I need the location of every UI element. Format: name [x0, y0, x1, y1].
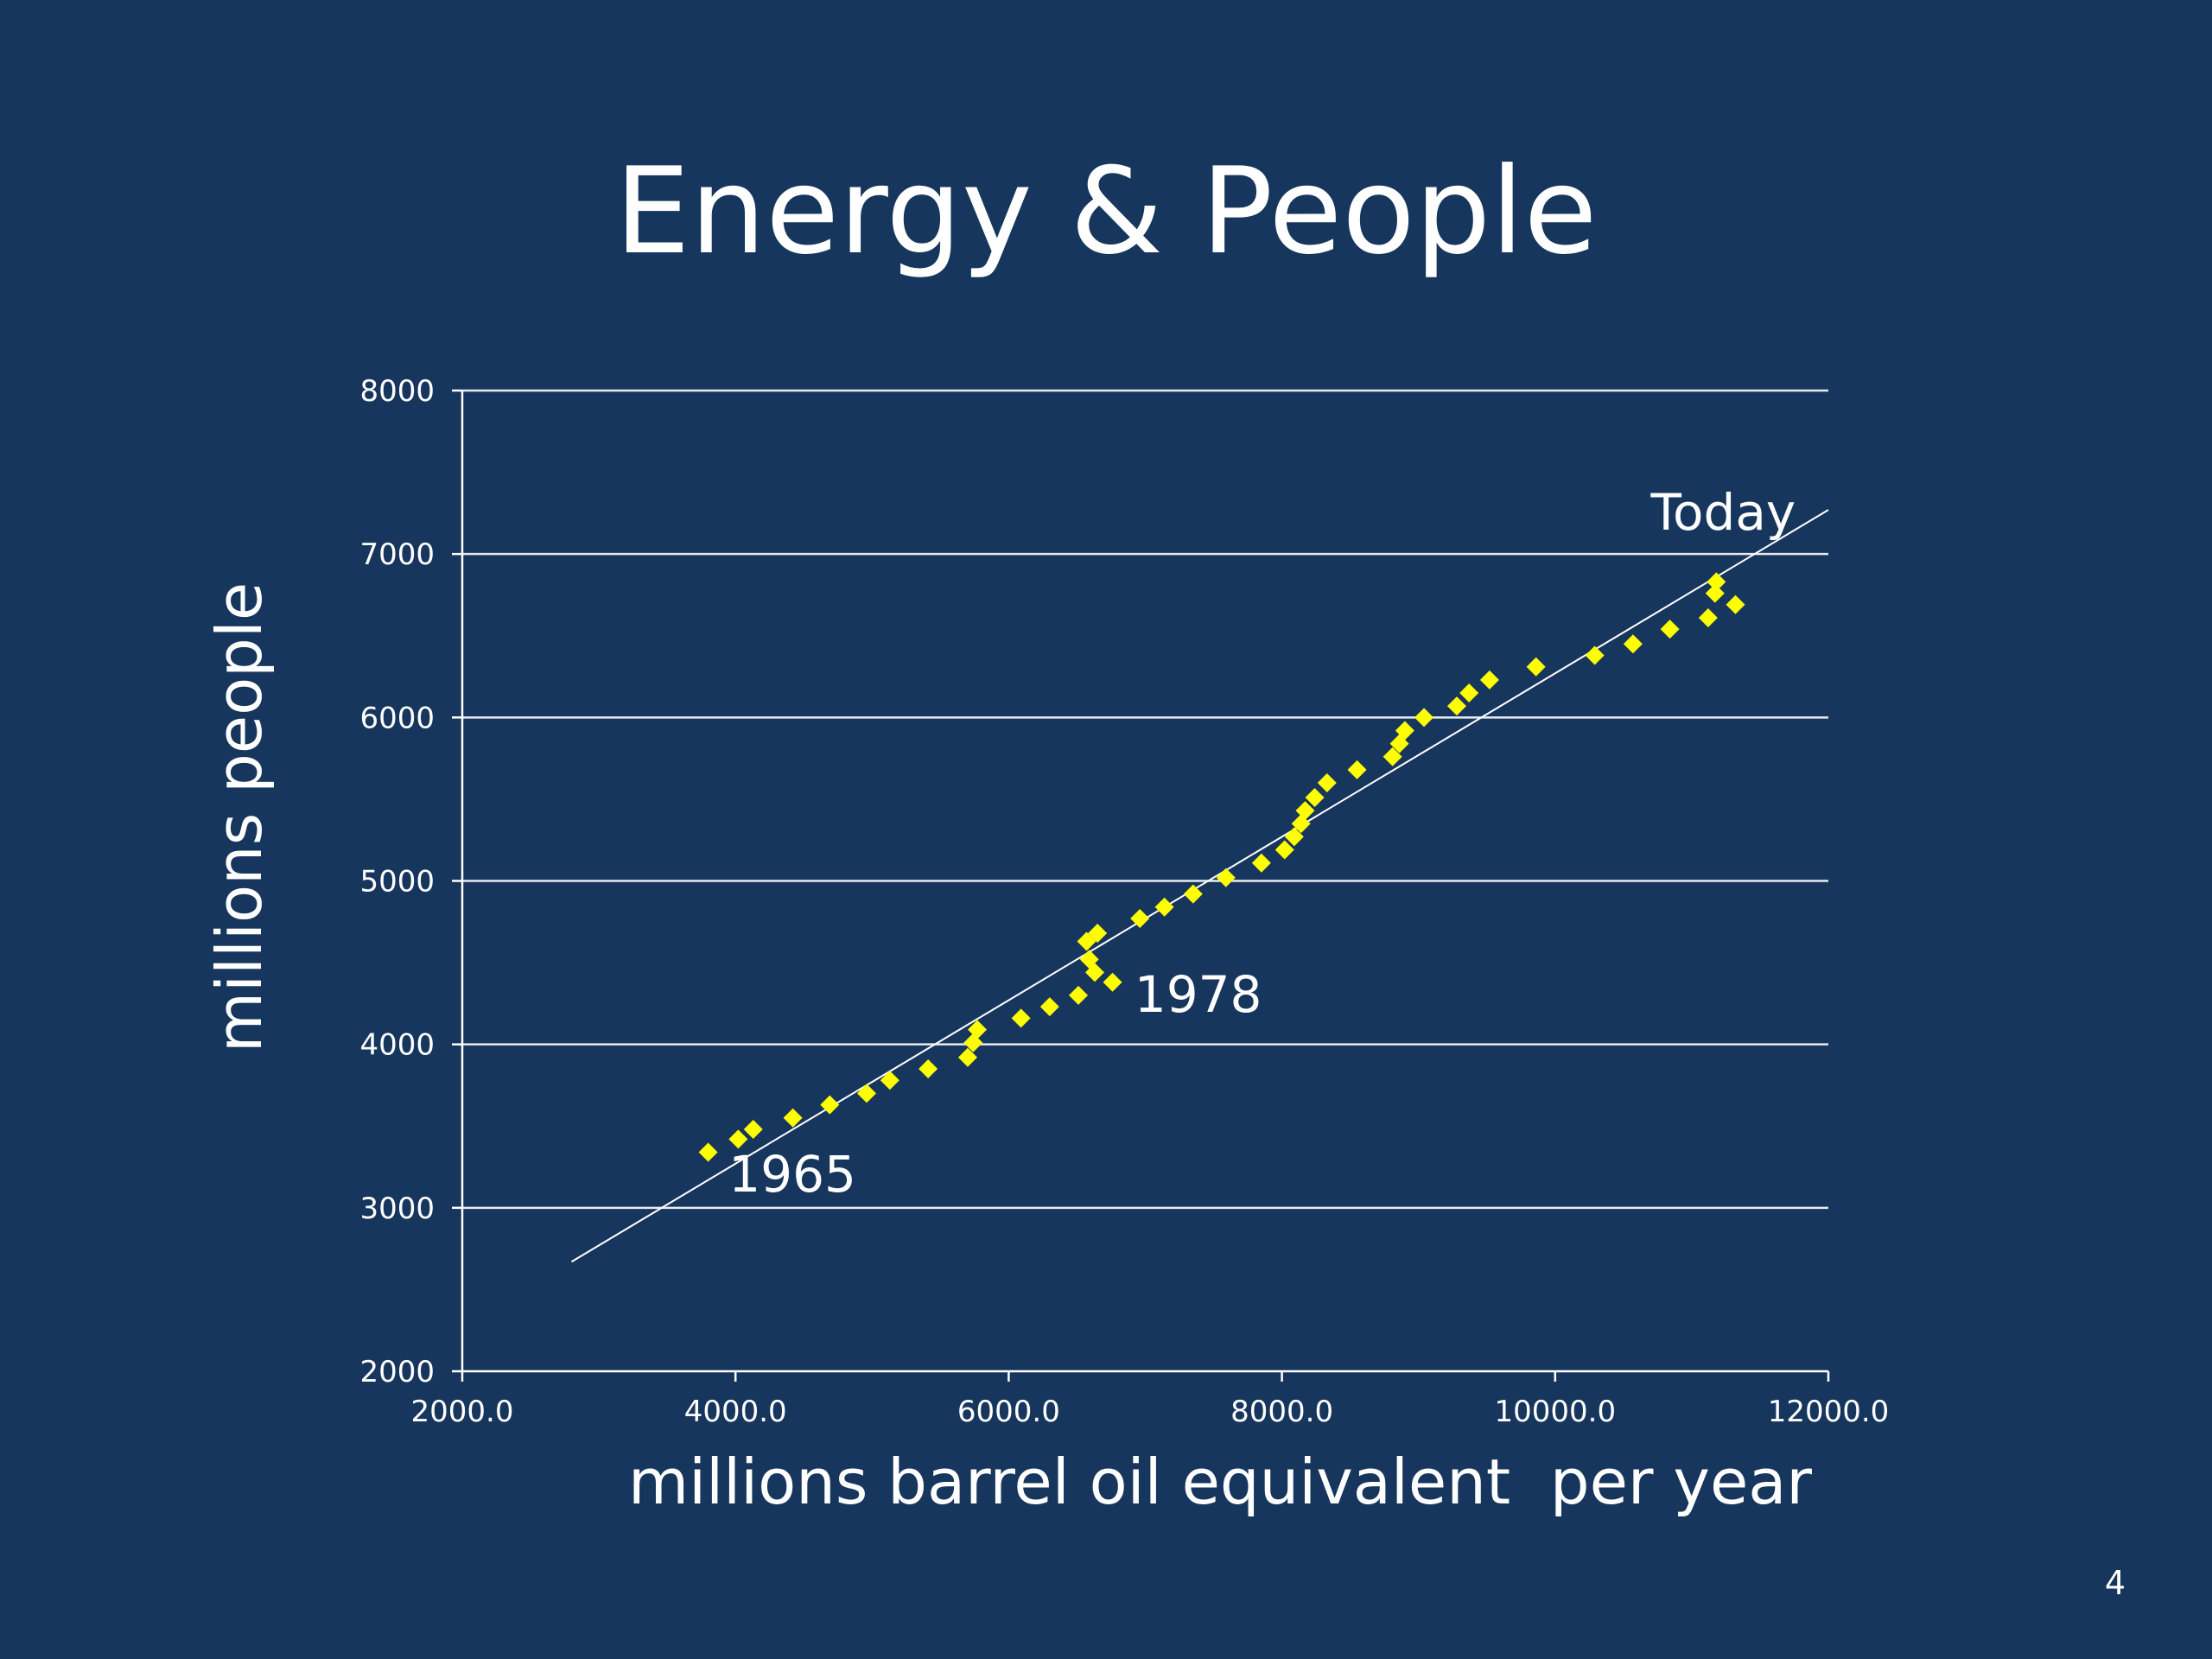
data-point [1317, 773, 1337, 792]
x-tick-labels: 2000.0 4000.0 6000.0 8000.0 10000.0 12000.0 [411, 1395, 1890, 1429]
data-point [1183, 884, 1203, 904]
data-point [1284, 827, 1304, 847]
data-point [1382, 747, 1402, 766]
y-tick-label: 8000 [359, 374, 435, 409]
data-point [1623, 634, 1643, 654]
data-point [880, 1071, 899, 1090]
grid-lines [462, 389, 1828, 1210]
data-point [1039, 997, 1059, 1017]
data-point [1698, 607, 1718, 627]
y-tick-label: 3000 [359, 1192, 435, 1226]
data-point [1660, 620, 1680, 639]
data-point [1414, 708, 1434, 728]
data-point [1130, 909, 1150, 929]
y-axis-label: millions people [203, 582, 276, 1052]
x-axis-label: millions barrel oil equivalent per year [628, 1446, 1812, 1518]
data-point [1251, 853, 1271, 873]
data-point [918, 1059, 938, 1079]
data-point [1446, 696, 1466, 716]
data-point [1011, 1008, 1031, 1028]
data-point [1585, 645, 1605, 665]
annotation-label: 1965 [728, 1145, 856, 1204]
data-point [1088, 924, 1108, 944]
data-point [1705, 583, 1725, 603]
y-tick-label: 6000 [359, 701, 435, 735]
x-tick-label: 10000.0 [1494, 1395, 1616, 1429]
annotation-label: 1978 [1135, 965, 1262, 1024]
data-point [743, 1120, 763, 1140]
data-point [1526, 657, 1546, 677]
data-point [1103, 972, 1122, 992]
data-point [1395, 721, 1414, 741]
data-point [1077, 931, 1096, 951]
data-point [1154, 897, 1174, 917]
annotations: 1965 1978 Today [728, 483, 1796, 1204]
data-point [1216, 868, 1236, 887]
data-point [728, 1129, 748, 1149]
data-point [698, 1142, 718, 1162]
data-point [1707, 572, 1726, 592]
data-point [1274, 840, 1294, 860]
data-point [1479, 670, 1499, 690]
y-tick-labels: 2000 3000 4000 5000 6000 7000 8000 [359, 374, 435, 1389]
x-tick-label: 6000.0 [957, 1395, 1060, 1429]
y-tick-label: 5000 [359, 865, 435, 899]
y-tick-label: 7000 [359, 537, 435, 572]
page-number: 4 [2104, 1564, 2126, 1602]
x-tick-label: 12000.0 [1768, 1395, 1890, 1429]
y-tick-label: 4000 [359, 1028, 435, 1063]
data-point [1295, 801, 1315, 821]
x-tick-label: 8000.0 [1230, 1395, 1333, 1429]
data-point [1726, 594, 1745, 614]
data-point [856, 1084, 876, 1103]
trendline-line [570, 509, 1829, 1263]
data-point [968, 1020, 988, 1039]
axes [452, 389, 1830, 1382]
data-point [1085, 963, 1105, 982]
data-point [820, 1095, 840, 1115]
x-tick-label: 4000.0 [684, 1395, 787, 1429]
data-point [1347, 760, 1367, 779]
data-point [957, 1047, 977, 1067]
data-point [1069, 985, 1089, 1005]
slide-title: Energy & People [614, 142, 1598, 281]
data-points [698, 572, 1745, 1162]
data-point [1305, 788, 1325, 808]
data-point [1459, 683, 1479, 702]
annotation-label: Today [1649, 483, 1796, 542]
data-point [783, 1108, 803, 1128]
trendline [570, 509, 1829, 1263]
y-tick-label: 2000 [359, 1355, 435, 1389]
x-tick-label: 2000.0 [411, 1395, 514, 1429]
